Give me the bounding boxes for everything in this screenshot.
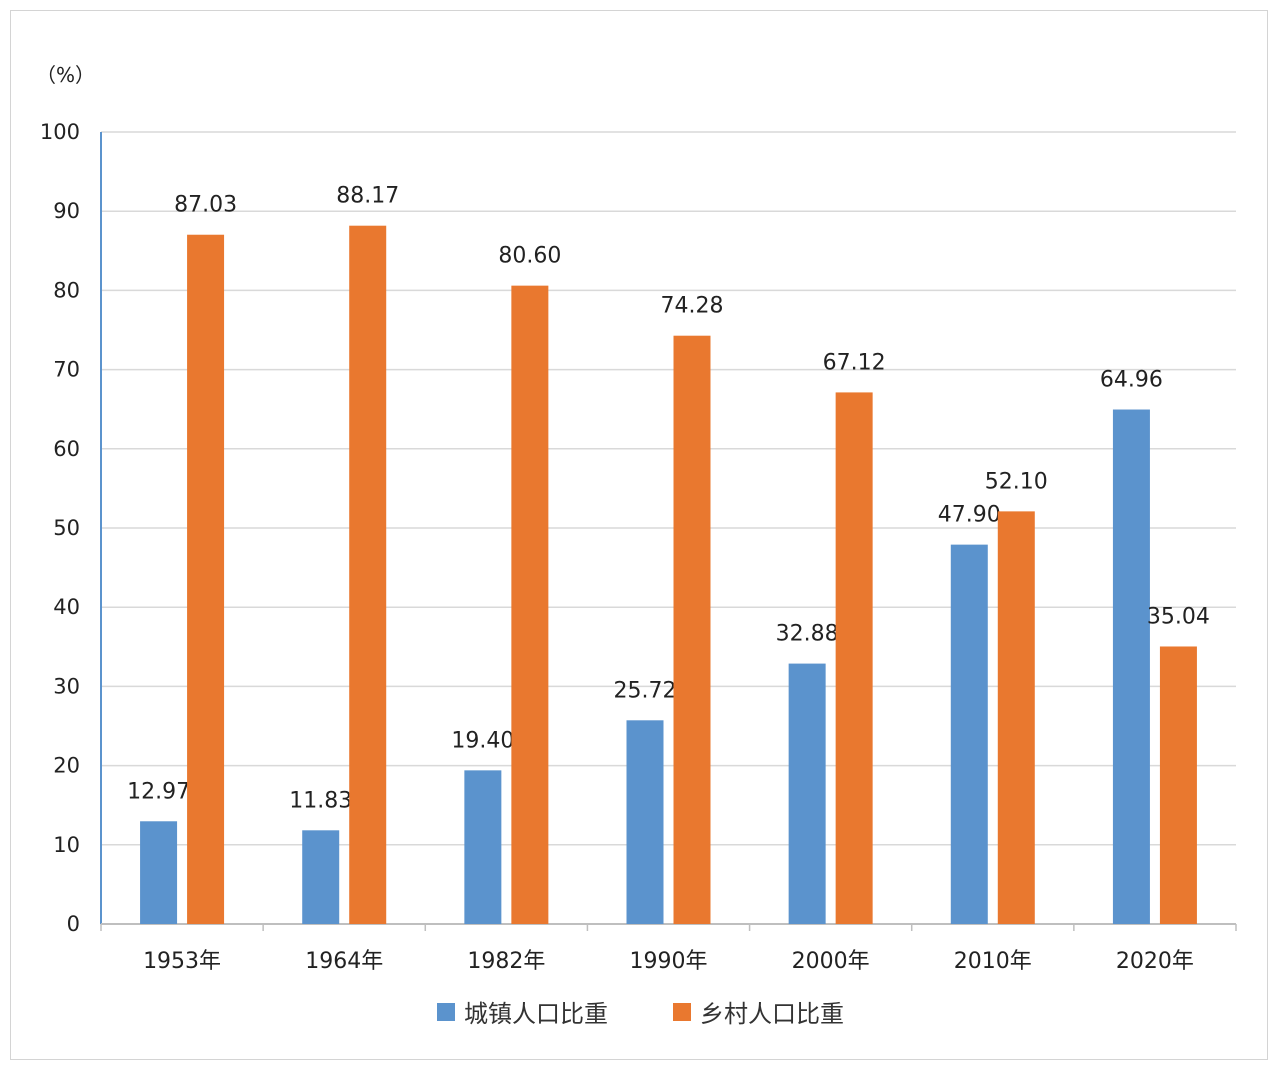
data-label: 25.72 [614,678,677,703]
x-tick-label: 2020年 [1116,949,1194,974]
y-tick-label: 90 [53,199,80,223]
legend-label: 城镇人口比重 [464,1000,608,1028]
data-label: 35.04 [1147,604,1210,629]
bar-rural [511,285,549,924]
bar-urban [1112,409,1150,924]
bar-urban [302,830,340,924]
data-label: 19.40 [451,728,514,753]
bar-rural [187,234,225,924]
bar-urban [626,720,664,924]
data-label: 74.28 [661,294,724,319]
y-tick-label: 70 [53,358,80,382]
y-tick-label: 30 [53,674,80,698]
bar-urban [140,821,178,924]
y-tick-label: 20 [53,754,80,778]
x-tick-label: 1990年 [630,949,708,974]
y-tick-label: 40 [53,595,80,619]
y-tick-label: 80 [53,278,80,302]
data-label: 88.17 [336,184,399,209]
y-tick-label: 100 [40,120,80,144]
x-tick-label: 1964年 [305,949,383,974]
legend-swatch [437,1003,455,1021]
data-label: 67.12 [823,350,886,375]
data-label: 52.10 [985,469,1048,494]
data-label: 47.90 [938,503,1001,528]
data-label: 87.03 [174,193,237,218]
y-tick-label: 50 [53,516,80,540]
y-tick-label: 10 [53,833,80,857]
data-label: 80.60 [498,244,561,269]
bar-rural [997,511,1035,924]
data-label: 32.88 [776,622,839,647]
bar-rural [673,335,711,924]
data-label: 12.97 [127,779,190,804]
legend-swatch [673,1003,691,1021]
y-tick-label: 60 [53,437,80,461]
bar-rural [1159,646,1197,924]
bar-urban [950,544,988,924]
data-label: 11.83 [289,788,352,813]
y-tick-label: 0 [67,912,80,936]
x-tick-label: 2000年 [792,949,870,974]
x-tick-label: 1982年 [467,949,545,974]
bar-rural [349,225,387,924]
x-tick-label: 2010年 [954,949,1032,974]
bar-rural [835,392,873,924]
bar-urban [464,770,502,924]
data-label: 64.96 [1100,368,1163,393]
x-tick-label: 1953年 [143,949,221,974]
legend-label: 乡村人口比重 [700,1000,844,1028]
bar-urban [788,663,826,924]
y-unit-label: （%） [36,63,95,87]
